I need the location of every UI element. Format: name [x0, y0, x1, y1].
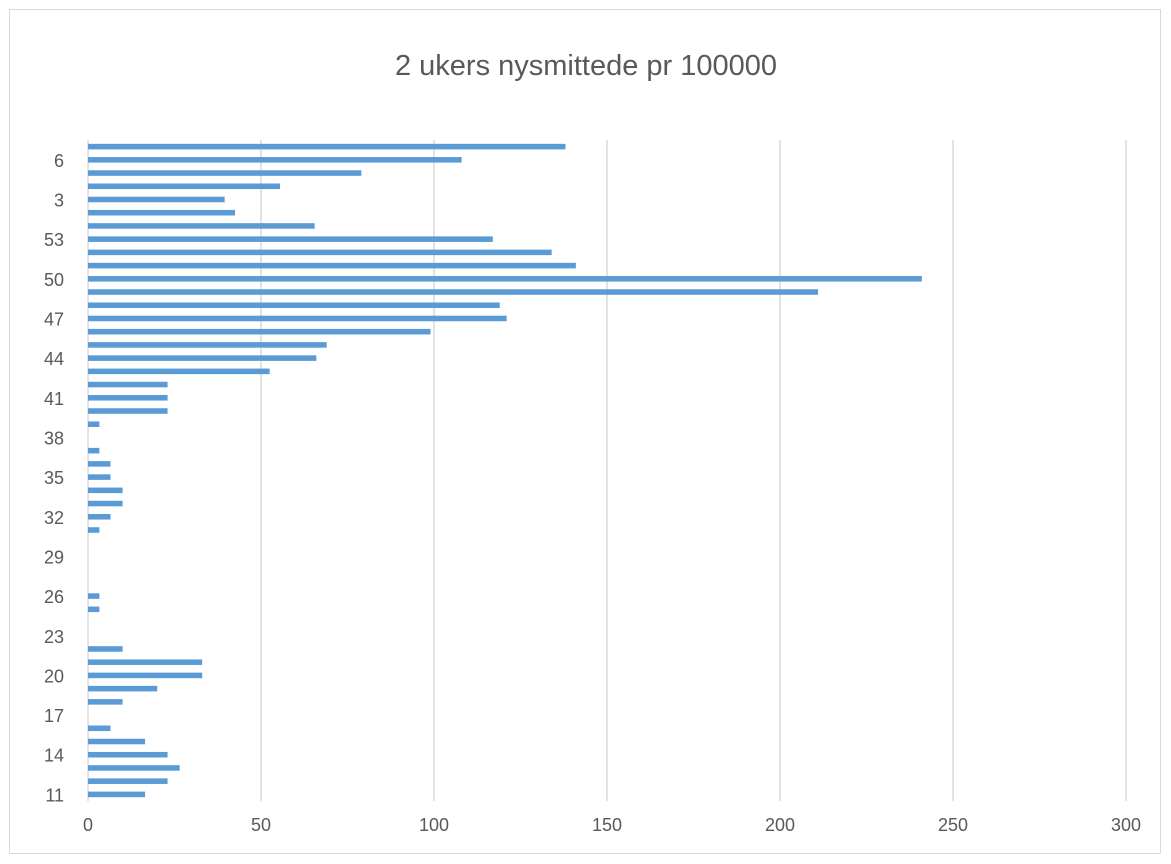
bar-week-49 — [88, 289, 819, 295]
x-tick-label: 100 — [419, 815, 449, 835]
bar-week-50 — [88, 276, 922, 282]
bar-week-20 — [88, 672, 203, 679]
bar-week-16 — [88, 725, 111, 732]
bar-week-13 — [88, 765, 180, 771]
y-tick-label: 53 — [44, 230, 64, 250]
y-tick-label: 20 — [44, 666, 64, 686]
bar-week-19 — [88, 685, 158, 692]
bar-week-31 — [88, 527, 100, 533]
x-tick-label: 300 — [1111, 815, 1141, 835]
x-tick-label: 150 — [592, 815, 622, 835]
y-tick-label: 32 — [44, 508, 64, 528]
bar-week-21 — [88, 659, 203, 665]
y-tick-label: 14 — [44, 746, 64, 766]
chart-frame: 2 ukers nysmittede pr 100000 11 14 17 20 23 2… — [9, 9, 1161, 854]
y-tick-label: 38 — [44, 428, 64, 448]
bars — [88, 143, 922, 798]
bar-week-37 — [88, 447, 100, 454]
bar-week-26 — [88, 593, 100, 599]
x-tick-label: 50 — [251, 815, 271, 835]
bar-week-40 — [88, 408, 168, 414]
bar-week-4 — [88, 183, 281, 190]
bar-week-32 — [88, 513, 111, 520]
bar-week-46 — [88, 328, 431, 335]
bar-week-48 — [88, 302, 500, 309]
y-tick-labels: 11 14 17 20 23 26 29 32 35 38 41 44 47 50 53 3 6 — [44, 151, 64, 806]
y-tick-label: 6 — [54, 151, 64, 171]
x-tick-labels: 0 50 100 150 200 250 300 — [83, 815, 1141, 835]
bar-week-1 — [88, 223, 315, 229]
bar-week-3 — [88, 196, 225, 203]
x-tick-label: 200 — [765, 815, 795, 835]
y-tick-label: 17 — [44, 706, 64, 726]
y-tick-label: 29 — [44, 547, 64, 567]
bar-week-6 — [88, 157, 462, 163]
x-tick-label: 250 — [938, 815, 968, 835]
bar-week-45 — [88, 342, 327, 348]
bar-week-15 — [88, 738, 146, 745]
bar-week-5 — [88, 170, 362, 176]
bar-chart-plot: 11 14 17 20 23 26 29 32 35 38 41 44 47 50 53 3 6 0 50 100 1… — [44, 140, 1141, 835]
y-tick-label: 47 — [44, 309, 64, 329]
bar-week-33 — [88, 500, 123, 507]
bar-week-22 — [88, 646, 123, 652]
bar-week-25 — [88, 606, 100, 613]
y-tick-label: 3 — [54, 190, 64, 210]
bar-week-7 — [88, 143, 566, 150]
bar-week-35 — [88, 474, 111, 480]
y-tick-label: 35 — [44, 468, 64, 488]
bar-week-51 — [88, 262, 576, 269]
bar-week-44 — [88, 355, 317, 361]
y-tick-label: 44 — [44, 349, 64, 369]
bar-week-2 — [88, 209, 236, 216]
y-tick-label: 50 — [44, 270, 64, 290]
bar-week-41 — [88, 395, 168, 401]
bar-week-52 — [88, 249, 552, 256]
bar-week-36 — [88, 461, 111, 467]
y-tick-label: 41 — [44, 389, 64, 409]
y-tick-label: 11 — [45, 785, 64, 805]
bar-week-18 — [88, 699, 123, 705]
bar-week-43 — [88, 368, 270, 375]
y-tick-label: 26 — [44, 587, 64, 607]
bar-week-39 — [88, 421, 100, 428]
y-tick-label: 23 — [44, 627, 64, 647]
bar-week-53 — [88, 236, 493, 242]
bar-week-12 — [88, 778, 168, 784]
chart-title: 2 ukers nysmittede pr 100000 — [394, 50, 778, 82]
bar-week-11 — [88, 791, 146, 798]
x-tick-label: 0 — [83, 815, 93, 835]
bar-week-14 — [88, 751, 168, 758]
bar-week-42 — [88, 381, 168, 388]
bar-week-47 — [88, 315, 507, 322]
bar-week-34 — [88, 487, 123, 494]
